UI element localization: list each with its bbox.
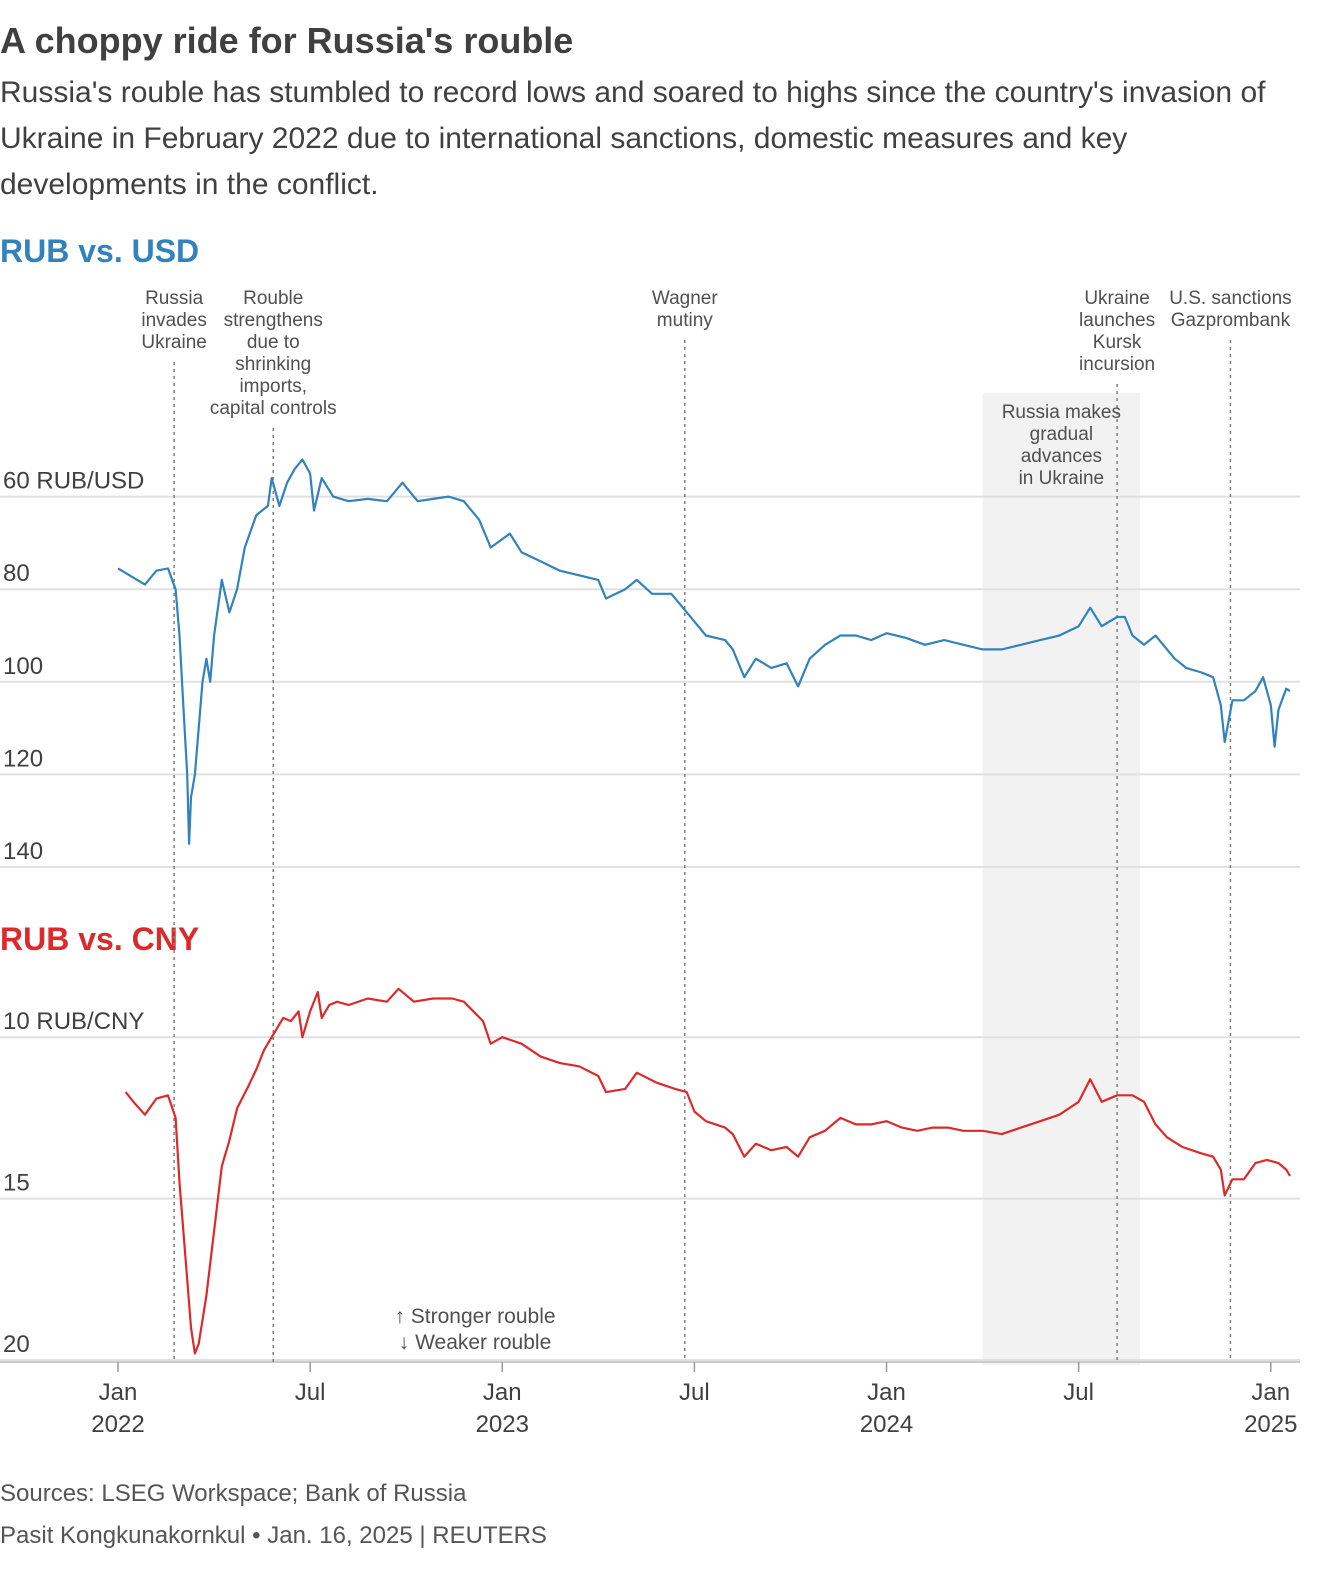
band-label: advances bbox=[1021, 446, 1102, 467]
annotation-text: invades bbox=[141, 310, 207, 331]
x-tick-label: Jul bbox=[1063, 1379, 1094, 1406]
chart-subtitle: Russia's rouble has stumbled to record l… bbox=[0, 76, 1266, 201]
x-tick-label: Jan bbox=[867, 1379, 906, 1406]
band-label: in Ukraine bbox=[1019, 468, 1105, 489]
y-tick-label: 140 bbox=[3, 838, 43, 865]
annotation-text: Rouble bbox=[243, 288, 303, 309]
chart-title: A choppy ride for Russia's rouble bbox=[0, 20, 574, 61]
x-tick-year: 2022 bbox=[91, 1411, 144, 1438]
y-tick-label: 20 bbox=[3, 1331, 30, 1358]
series-line-usd bbox=[117, 458, 1291, 845]
annotation-text: launches bbox=[1079, 310, 1155, 331]
annotation-text: shrinking bbox=[235, 354, 311, 375]
credit-line: Pasit Kongkunakornkul • Jan. 16, 2025 | … bbox=[0, 1522, 547, 1549]
x-tick-year: 2023 bbox=[476, 1411, 529, 1438]
x-tick-label: Jul bbox=[295, 1379, 326, 1406]
y-tick-label: 60 RUB/USD bbox=[3, 468, 144, 495]
annotation-text: incursion bbox=[1079, 354, 1155, 375]
band-label: Russia makes bbox=[1002, 402, 1121, 423]
annotation-text: Ukraine bbox=[1084, 288, 1149, 309]
y-tick-label: 80 bbox=[3, 560, 30, 587]
sources-note: Sources: LSEG Workspace; Bank of Russia bbox=[0, 1480, 467, 1507]
series-line-cny bbox=[124, 987, 1291, 1355]
x-tick-label: Jan bbox=[483, 1379, 522, 1406]
direction-note-up: ↑ Stronger rouble bbox=[394, 1305, 555, 1328]
band-label: gradual bbox=[1030, 424, 1093, 445]
annotation-text: capital controls bbox=[210, 398, 337, 419]
panel-title-cny: RUB vs. CNY bbox=[0, 921, 199, 957]
y-tick-label: 15 bbox=[3, 1170, 30, 1197]
x-tick-year: 2025 bbox=[1244, 1411, 1297, 1438]
annotation-text: Gazprombank bbox=[1171, 310, 1291, 331]
annotation-text: strengthens bbox=[224, 310, 323, 331]
x-tick-label: Jan bbox=[99, 1379, 138, 1406]
x-tick-year: 2024 bbox=[860, 1411, 913, 1438]
y-tick-label: 100 bbox=[3, 653, 43, 680]
direction-note-down: ↓ Weaker rouble bbox=[399, 1331, 552, 1354]
panel-title-usd: RUB vs. USD bbox=[0, 233, 199, 269]
annotation-text: Russia bbox=[145, 288, 204, 309]
annotation-text: imports, bbox=[239, 376, 307, 397]
annotation-text: U.S. sanctions bbox=[1169, 288, 1292, 309]
annotation-text: Ukraine bbox=[141, 332, 206, 353]
advance-band bbox=[982, 393, 1141, 1365]
x-tick-label: Jan bbox=[1251, 1379, 1290, 1406]
y-tick-label: 120 bbox=[3, 745, 43, 772]
annotation-text: Wagner bbox=[652, 288, 718, 309]
annotation-text: due to bbox=[247, 332, 300, 353]
chart-canvas: RUB vs. USD 60 RUB/USD 80 100 120 140 RUB vs. … bbox=[0, 233, 1300, 1438]
annotation-text: mutiny bbox=[657, 310, 713, 331]
annotation-text: Kursk bbox=[1093, 332, 1142, 353]
y-tick-label: 10 RUB/CNY bbox=[3, 1008, 144, 1035]
x-tick-label: Jul bbox=[679, 1379, 710, 1406]
